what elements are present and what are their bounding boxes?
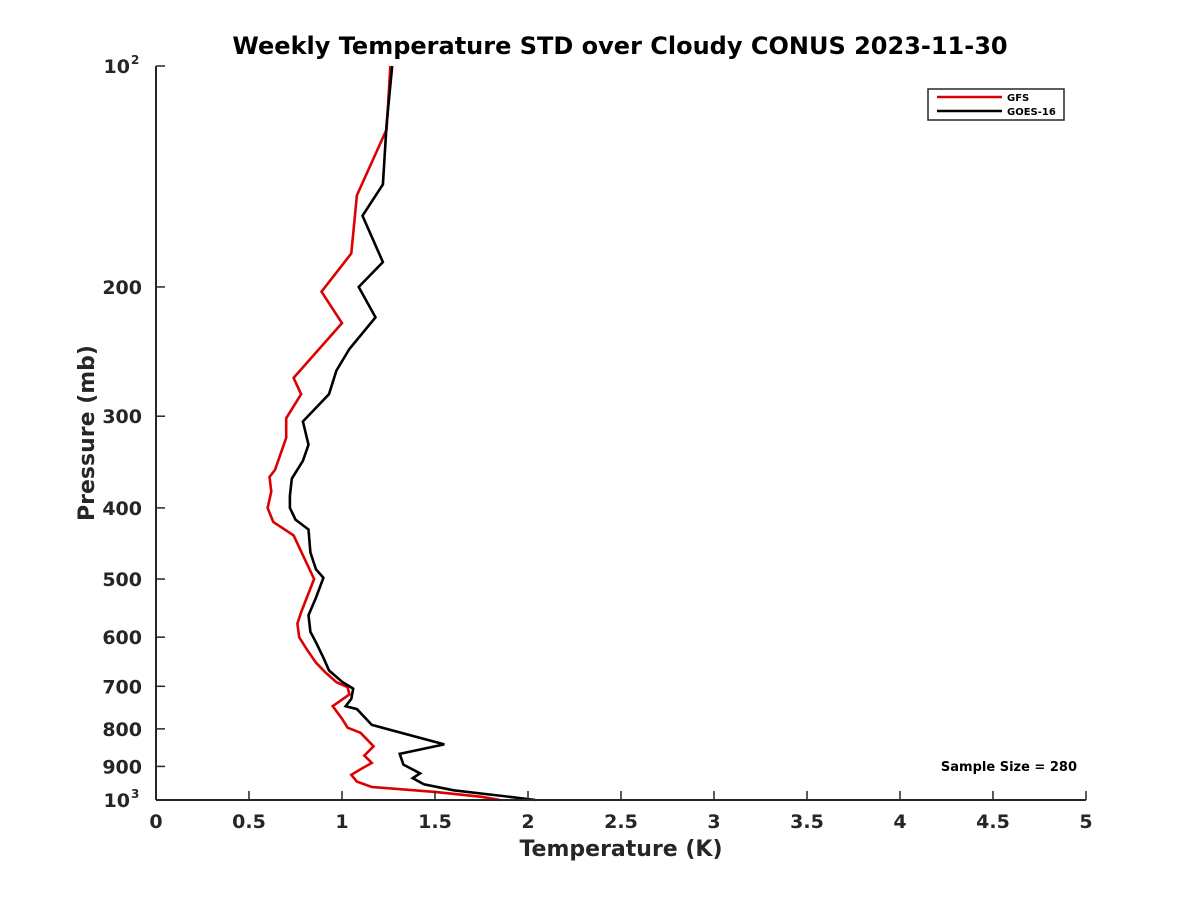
x-tick-label: 2 [521, 811, 534, 833]
y-tick-label: 10 [104, 56, 130, 78]
x-tick-label: 3.5 [790, 811, 824, 833]
y-tick-label-exponent: 2 [131, 53, 139, 67]
y-tick-label: 600 [102, 627, 142, 649]
x-tick-label: 4.5 [976, 811, 1010, 833]
series-line-goes16 [288, 65, 536, 802]
chart-title: Weekly Temperature STD over Cloudy CONUS… [232, 32, 1007, 60]
x-ticks: 0 0.5 1 1.5 2 2.5 3 3.5 4 4.5 5 [149, 791, 1093, 833]
y-axis-label: Pressure (mb) [75, 345, 100, 521]
x-tick-label: 5 [1079, 811, 1092, 833]
y-tick-label: 10 [104, 790, 130, 812]
series-layer [266, 65, 536, 802]
x-tick-label: 1.5 [418, 811, 452, 833]
x-tick-label: 0 [149, 811, 162, 833]
y-tick-label: 500 [102, 569, 142, 591]
legend-label-gfs: GFS [1007, 93, 1029, 104]
x-tick-label: 0.5 [232, 811, 266, 833]
legend-label-goes16: GOES-16 [1007, 107, 1056, 118]
y-tick-label: 200 [102, 277, 142, 299]
legend: GFS GOES-16 [927, 88, 1065, 121]
y-tick-label: 300 [102, 406, 142, 428]
y-tick-label: 800 [102, 719, 142, 741]
series-line-gfs [266, 65, 501, 802]
x-tick-label: 2.5 [604, 811, 638, 833]
y-tick-label: 700 [102, 676, 142, 698]
y-tick-label-exponent: 3 [131, 787, 139, 801]
x-tick-label: 1 [335, 811, 348, 833]
y-tick-label: 900 [102, 756, 142, 778]
x-tick-label: 3 [707, 811, 720, 833]
x-axis-label: Temperature (K) [519, 837, 722, 862]
legend-box [927, 88, 1065, 121]
x-tick-label: 4 [893, 811, 906, 833]
sample-size-annotation: Sample Size = 280 [941, 760, 1077, 775]
y-tick-label: 400 [102, 498, 142, 520]
